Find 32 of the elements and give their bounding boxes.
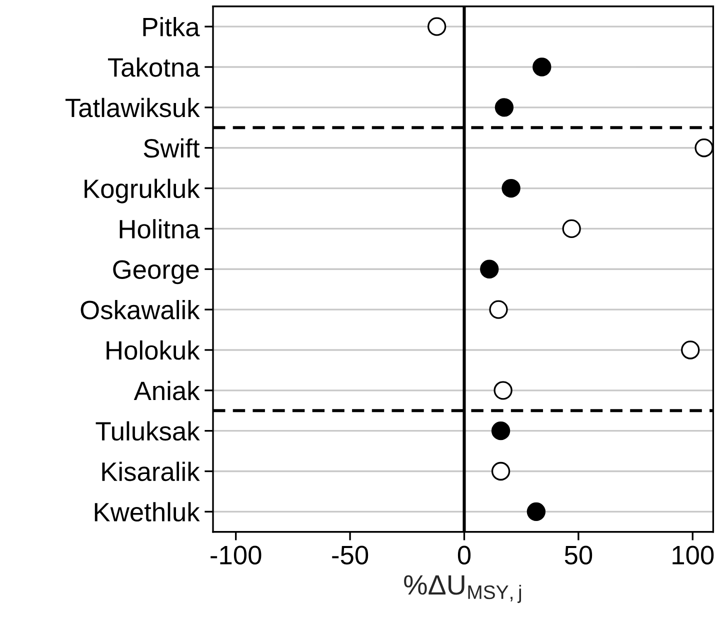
y-tick-label: Holokuk bbox=[106, 340, 200, 360]
y-tick-label: George bbox=[113, 260, 199, 284]
point bbox=[694, 138, 714, 158]
y-tick-label: Swift bbox=[144, 138, 200, 158]
point bbox=[532, 58, 552, 76]
point bbox=[681, 340, 700, 360]
y-tick-label: Kogrukluk bbox=[84, 178, 200, 204]
point bbox=[502, 178, 520, 198]
y-tick-label: Aniak bbox=[134, 380, 200, 400]
x-tick-label: 0 bbox=[458, 546, 471, 564]
x-tick-label: 50 bbox=[564, 546, 592, 564]
point bbox=[427, 17, 446, 36]
point bbox=[562, 219, 581, 238]
x-axis-title: %ΔU$_{MSY,j}$ bbox=[404, 575, 522, 603]
x-tick-label: 100 bbox=[672, 546, 714, 564]
y-tick-label: Kisaralik bbox=[102, 462, 200, 482]
point bbox=[480, 260, 499, 278]
y-tick-label: Oskawalik bbox=[80, 300, 200, 320]
x-tick-label: -100 bbox=[210, 546, 262, 564]
point bbox=[489, 300, 508, 319]
y-tick-label: Pitka bbox=[143, 17, 200, 36]
y-tick-label: Tuluksak bbox=[96, 421, 200, 441]
y-tick-label: Holitna bbox=[120, 219, 200, 239]
point bbox=[491, 462, 510, 481]
x-tick-label: -50 bbox=[332, 546, 368, 564]
point bbox=[494, 381, 512, 400]
point bbox=[494, 98, 514, 117]
point bbox=[526, 502, 546, 522]
y-tick-label: Tatlawiksuk bbox=[66, 98, 200, 118]
y-tick-label: Takotna bbox=[108, 57, 200, 77]
y-tick-label: Kwethluk bbox=[94, 502, 200, 522]
point bbox=[491, 421, 510, 440]
